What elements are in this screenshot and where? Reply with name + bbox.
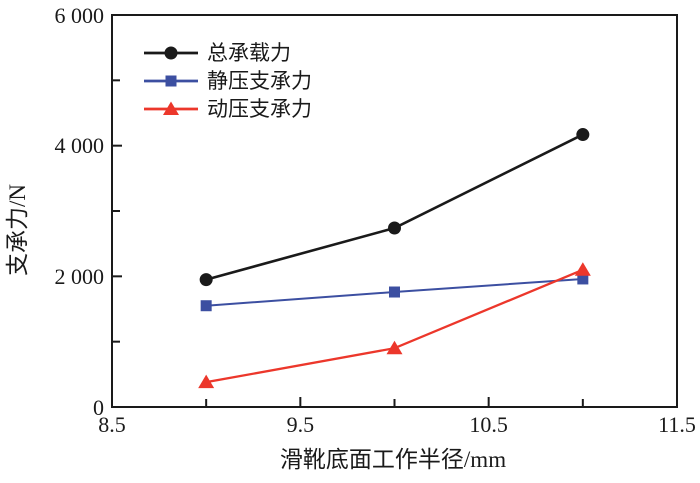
legend-swatch-marker bbox=[165, 75, 177, 87]
y-axis-title: 支承力/N bbox=[5, 184, 30, 276]
x-axis-title: 滑靴底面工作半径/mm bbox=[279, 447, 507, 472]
series-marker-static-support bbox=[200, 300, 212, 312]
x-tick-label: 8.5 bbox=[98, 412, 126, 437]
series-marker-dynamic-support bbox=[386, 340, 403, 355]
legend-swatch-marker bbox=[163, 101, 179, 115]
legend-entry-total-load: 总承载力 bbox=[143, 39, 312, 67]
series-marker-total-load bbox=[388, 221, 401, 235]
legend-line-triangle-marker-icon bbox=[144, 101, 198, 115]
y-tick-label: 0 bbox=[93, 394, 104, 420]
legend-line-square-marker-icon bbox=[144, 75, 198, 87]
legend-label: 动压支承力 bbox=[207, 97, 312, 121]
series-marker-dynamic-support bbox=[198, 374, 215, 389]
series-marker-static-support bbox=[389, 286, 400, 298]
series-marker-total-load bbox=[576, 128, 590, 142]
x-tick-label: 11.5 bbox=[658, 412, 696, 437]
series-marker-total-load bbox=[199, 273, 213, 287]
y-tick-label: 4 000 bbox=[54, 133, 105, 159]
legend-entry-static-support: 静压支承力 bbox=[143, 67, 312, 95]
y-tick-label: 6 000 bbox=[54, 2, 105, 28]
x-tick-label: 9.5 bbox=[286, 412, 315, 437]
legend-line-circle-marker-icon bbox=[144, 46, 198, 60]
series-line-total-load bbox=[205, 133, 584, 281]
legend-swatch-marker bbox=[164, 46, 178, 60]
legend-entry-dynamic-support: 动压支承力 bbox=[143, 95, 312, 123]
y-tick-label: 2 000 bbox=[54, 263, 105, 289]
plot-frame bbox=[111, 14, 678, 408]
series-marker-dynamic-support bbox=[574, 262, 591, 276]
legend: 总承载力 静压支承力 动压支承力 bbox=[143, 39, 312, 123]
x-tick-label: 10.5 bbox=[469, 412, 508, 437]
series-marker-static-support bbox=[577, 273, 589, 285]
legend-label: 静压支承力 bbox=[207, 69, 312, 93]
legend-label: 总承载力 bbox=[207, 41, 291, 65]
